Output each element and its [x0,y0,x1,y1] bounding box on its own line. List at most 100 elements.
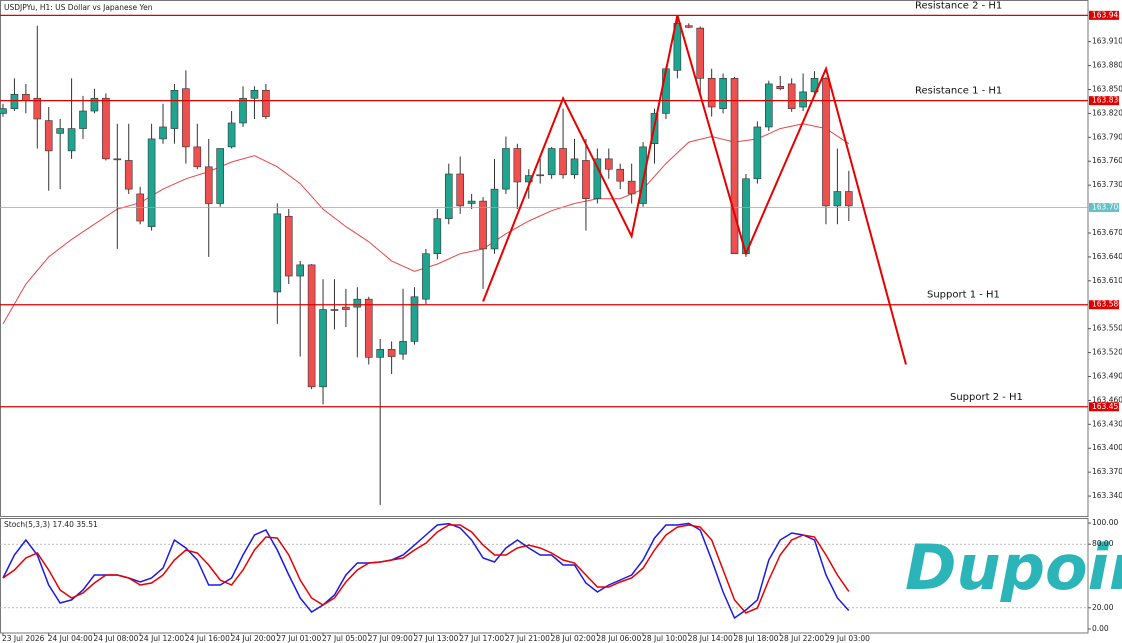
candle-body [604,158,613,170]
y-tick-label: 163.790 [1092,132,1122,141]
y-tick-label: 163.490 [1092,371,1122,380]
level-price-label: 163.836 [1092,96,1122,105]
candle-body [239,97,247,124]
y-tick-label: 163.400 [1092,443,1122,452]
candle-body [502,148,510,190]
level-price-label: 163.943 [1092,10,1122,19]
candle-body [273,213,282,293]
candle-body [719,78,727,109]
level-price-box [1089,202,1119,212]
level-name: Resistance 2 - H1 [915,0,1002,11]
candle-body [570,158,579,176]
y-tick-label: 163.640 [1092,252,1122,261]
x-tick-label: 23 Jul 2026 [2,634,45,643]
candle-body [364,298,373,358]
candle-body [342,306,350,310]
candle-body [673,23,682,71]
y-tick-label: 163.430 [1092,419,1122,428]
indicator-line [2,524,850,614]
candle-body [707,78,716,108]
candle-body [822,78,830,207]
y-tick-label: 163.610 [1092,276,1122,285]
indicator-frame [0,518,1089,634]
level-price-box [1089,402,1119,412]
y-tick-label: 100.00 [1092,518,1118,527]
candle-body [56,128,64,134]
y-tick-label: 163.880 [1092,61,1122,70]
y-tick-label: 163.730 [1092,180,1122,189]
candle-body [753,126,762,180]
level-price-label: 163.452 [1092,402,1122,411]
candle-body [490,188,499,250]
level-price-label: 163.702 [1092,202,1122,211]
level-price-label: 163.580 [1092,300,1122,309]
candle-body [170,89,179,129]
level-price-box [1089,10,1119,20]
y-tick-label: 163.670 [1092,228,1122,237]
y-tick-label: 20.00 [1092,603,1114,612]
x-tick-label: 28 Jul 18:00 [734,634,779,643]
candle-body [102,97,110,160]
x-tick-label: 28 Jul 02:00 [551,634,596,643]
candle-body [479,200,487,250]
candle-body [250,89,259,99]
level-price-box [1089,96,1119,106]
candle-body [227,122,236,148]
candle-body [79,110,87,129]
candle-body [467,200,476,204]
candle-body [513,148,522,183]
candle-body [399,341,407,355]
candle-body [296,264,304,277]
candle-body [216,148,224,204]
candle-body [730,78,739,255]
candle-body [330,309,339,311]
x-tick-label: 27 Jul 17:00 [459,634,504,643]
main-frame [0,0,1089,517]
candle-body [307,264,316,388]
candle-body [90,97,99,112]
x-tick-label: 24 Jul 20:00 [231,634,276,643]
candle-body [627,180,636,195]
candle-body [433,218,442,255]
candle-body [696,27,705,79]
candle-body [616,168,625,182]
candle-body [262,89,270,117]
watermark: Dupoin [905,531,1122,604]
candle-body [284,215,293,277]
y-tick-label: 0.00 [1092,624,1109,633]
x-tick-label: 27 Jul 09:00 [368,634,413,643]
candle-body [787,83,796,109]
candle-body [22,93,30,101]
level-name: Support 2 - H1 [950,392,1023,403]
candle-body [456,173,465,207]
candle-body [10,93,19,109]
candle-body [845,191,853,207]
level-name: Resistance 1 - H1 [915,86,1002,97]
candle-body [765,83,773,128]
y-tick-label: 163.820 [1092,108,1122,117]
x-tick-label: 28 Jul 10:00 [642,634,687,643]
pattern-line [482,15,907,365]
candle-body [639,146,647,204]
candle-body [833,191,842,207]
x-tick-label: 24 Jul 08:00 [93,634,138,643]
indicator-line [2,522,850,620]
y-tick-label: 163.340 [1092,491,1122,500]
y-tick-label: 163.910 [1092,37,1122,46]
candle-body [124,160,133,190]
candle-body [113,158,122,161]
candle-body [582,160,590,200]
candle-body [684,25,693,28]
candle-body [559,148,567,176]
x-tick-label: 28 Jul 14:00 [688,634,733,643]
candle-body [376,349,384,358]
x-tick-label: 28 Jul 22:00 [779,634,824,643]
y-tick-label: 163.550 [1092,324,1122,333]
candle-body [410,296,419,342]
candle-body [182,88,190,148]
level-name: Support 1 - H1 [927,290,1000,301]
x-tick-label: 27 Jul 21:00 [505,634,550,643]
y-tick-label: 163.760 [1092,156,1122,165]
indicator-title: Stoch(5,3,3) 17.40 35.51 [4,520,98,529]
level-price-box [1089,300,1119,310]
